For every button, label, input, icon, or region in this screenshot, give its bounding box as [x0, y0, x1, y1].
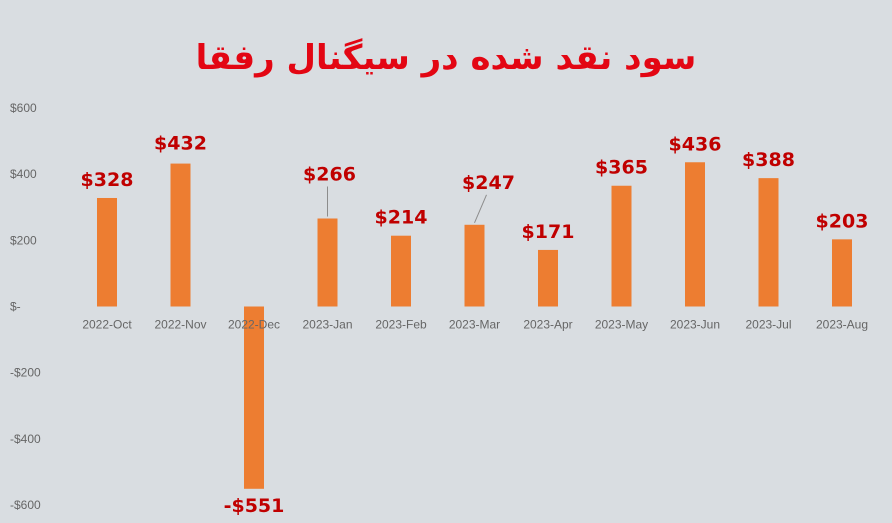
x-tick-label: 2023-Apr [523, 318, 572, 332]
bar [758, 178, 779, 307]
bar [832, 239, 852, 307]
x-tick-label: 2023-Aug [816, 318, 868, 332]
data-label: $328 [81, 169, 134, 191]
bar [244, 306, 264, 489]
bar [611, 185, 632, 307]
bar [317, 218, 338, 307]
data-label: $365 [595, 157, 648, 179]
y-tick-label: $200 [10, 233, 37, 247]
data-label: $266 [303, 163, 356, 185]
x-tick-label: 2023-Feb [375, 318, 427, 332]
data-label: $203 [816, 210, 869, 232]
bar [391, 235, 411, 307]
data-label: -$551 [224, 495, 285, 517]
x-tick-label: 2022-Dec [228, 318, 280, 332]
data-label: $432 [154, 133, 207, 155]
y-tick-label: -$600 [10, 498, 41, 512]
bar [170, 163, 191, 307]
chart-title: سود نقد شده در سیگنال رفقا [195, 38, 697, 78]
x-tick-label: 2023-Jul [745, 318, 791, 332]
y-tick-label: $- [10, 300, 21, 314]
bar [464, 224, 485, 307]
y-tick-label: $400 [10, 167, 37, 181]
x-tick-label: 2022-Oct [82, 318, 132, 332]
y-tick-label: -$400 [10, 432, 41, 446]
y-tick-label: -$200 [10, 366, 41, 380]
data-label: $171 [522, 221, 575, 243]
x-tick-label: 2022-Nov [154, 318, 206, 332]
x-tick-label: 2023-Mar [449, 318, 500, 332]
y-tick-label: $600 [10, 101, 37, 115]
data-label: $214 [375, 207, 428, 229]
x-tick-label: 2023-Jun [670, 318, 720, 332]
data-label: $247 [462, 172, 515, 194]
data-label: $388 [742, 149, 795, 171]
leader-line [474, 194, 487, 223]
x-tick-label: 2023-May [595, 318, 648, 332]
bar [538, 249, 558, 307]
bar [685, 162, 705, 307]
x-tick-label: 2023-Jan [302, 318, 352, 332]
data-label: $436 [669, 133, 722, 155]
bar [97, 197, 117, 307]
